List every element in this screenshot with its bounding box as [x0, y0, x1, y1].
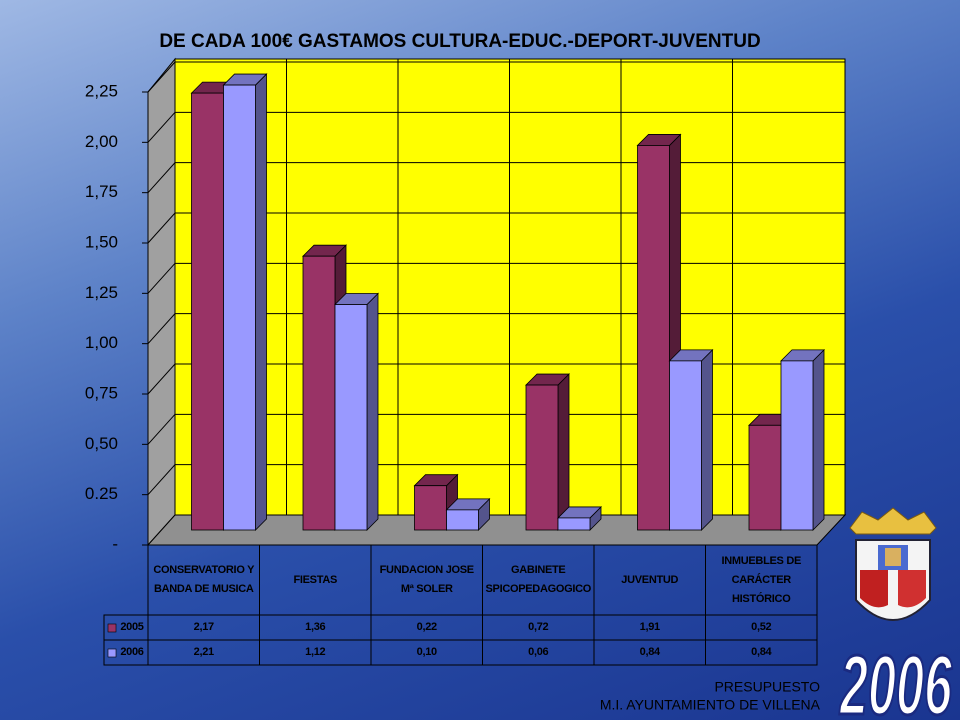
value-label: 1,36: [305, 621, 326, 633]
grid-line: [147, 111, 845, 143]
y-tick-label: 0.25: [85, 484, 118, 503]
year-badge: 2006: [839, 638, 953, 720]
value-label: 0,72: [528, 621, 549, 633]
grid-line: [147, 212, 845, 244]
side-wall: [147, 57, 176, 547]
grid-line: [147, 464, 845, 496]
bar: [414, 485, 447, 531]
category-label: GABINETE SPICOPEDAGOGICO: [485, 564, 592, 595]
category-label: CONSERVATORIO Y BANDA DE MUSICA: [153, 564, 255, 595]
legend-label: 2006: [120, 646, 144, 658]
grid-line: [147, 413, 845, 445]
value-label: 1,91: [639, 621, 661, 633]
legend-label: 2005: [120, 621, 144, 633]
grid-line: [147, 262, 845, 294]
bar-side: [366, 292, 379, 531]
y-tick-label: 2,00: [85, 132, 118, 151]
value-label: 2,21: [193, 646, 215, 658]
bar: [191, 92, 224, 531]
bar: [525, 384, 559, 531]
bar-side: [557, 373, 570, 531]
grid-line: [147, 61, 845, 93]
crest: [849, 507, 937, 621]
y-tick-label: 1,50: [85, 232, 118, 251]
bar: [334, 304, 368, 531]
bar-side: [701, 348, 713, 531]
bar-side: [255, 73, 267, 531]
grid-line: [147, 363, 845, 395]
grid-line: [147, 313, 845, 345]
y-tick-label: 0,50: [85, 434, 118, 453]
footer-line1: PRESUPUESTO: [714, 679, 820, 695]
bar: [223, 84, 256, 531]
value-label: 1,12: [305, 646, 326, 658]
value-label: 0,22: [416, 621, 438, 633]
value-label: 0,06: [528, 646, 549, 658]
bar: [669, 360, 702, 531]
bar: [302, 255, 336, 531]
y-tick-label: 1,00: [85, 333, 118, 352]
value-label: 2,17: [193, 621, 215, 633]
chart-title: DE CADA 100€ GASTAMOS CULTURA-EDUC.-DEPO…: [159, 31, 760, 52]
value-label: 0,10: [416, 646, 438, 658]
category-label: JUVENTUD: [621, 573, 679, 586]
bar: [748, 424, 782, 531]
bar: [446, 509, 479, 531]
legend-swatch: [107, 648, 117, 658]
y-tick-label: 1,75: [85, 182, 118, 201]
footer-line2: M.I. AYUNTAMIENTO DE VILLENA: [600, 697, 821, 713]
y-tick-label: 0,75: [85, 383, 118, 402]
category-label: FIESTAS: [293, 573, 338, 586]
value-label: 0,84: [751, 646, 772, 658]
y-tick-label: -: [112, 534, 118, 553]
value-label: 0,52: [751, 621, 772, 633]
legend-swatch: [107, 623, 117, 633]
bar: [557, 517, 591, 531]
y-tick-label: 2,25: [85, 81, 118, 100]
category-label: INMUEBLES DE CARÁCTER HISTÓRICO: [721, 554, 802, 605]
grid-line: [147, 162, 845, 194]
bar: [637, 145, 670, 531]
y-tick-label: 1,25: [85, 283, 118, 302]
value-label: 0,84: [639, 646, 661, 658]
bar-side: [812, 348, 825, 531]
category-label: FUNDACION JOSE Mª SOLER: [379, 564, 475, 595]
bar: [780, 360, 814, 531]
